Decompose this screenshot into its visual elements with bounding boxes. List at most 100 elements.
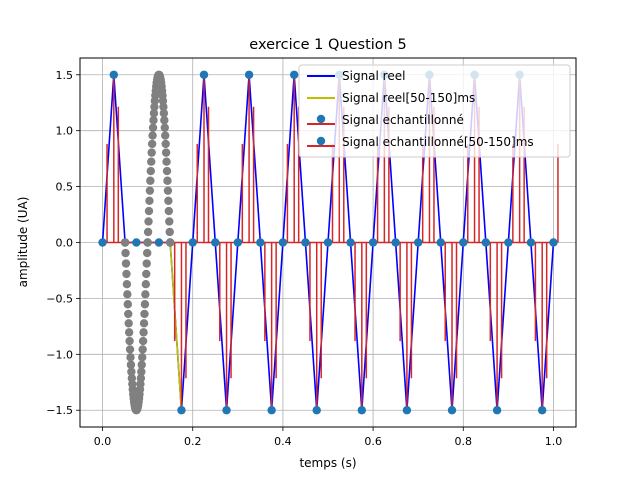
window-stem-marker bbox=[127, 367, 136, 376]
stem-marker bbox=[109, 70, 119, 79]
window-stem-marker bbox=[138, 345, 147, 354]
window-stem-marker bbox=[141, 280, 151, 289]
legend-swatch-marker bbox=[316, 136, 326, 146]
window-stem-marker bbox=[141, 290, 150, 299]
window-stem-marker bbox=[142, 248, 152, 258]
window-stem-marker bbox=[165, 238, 175, 247]
window-stem-marker bbox=[161, 139, 170, 149]
window-stem-marker bbox=[162, 157, 171, 166]
window-stem-marker bbox=[161, 148, 171, 157]
stem-marker bbox=[312, 406, 321, 415]
stem-marker bbox=[256, 238, 265, 247]
stem-marker bbox=[199, 70, 209, 79]
y-tick-label: −0.5 bbox=[46, 292, 73, 305]
stem-marker bbox=[526, 238, 536, 247]
legend-label: Signal reel[50-150]ms bbox=[342, 91, 475, 105]
stem-marker bbox=[346, 238, 355, 247]
x-axis-label: temps (s) bbox=[299, 456, 356, 470]
window-stem-marker bbox=[164, 196, 173, 205]
window-stem-marker bbox=[146, 166, 155, 176]
stem-marker bbox=[436, 238, 445, 247]
window-stem-marker bbox=[124, 328, 134, 337]
stem-marker bbox=[278, 238, 288, 247]
legend-label: Signal reel bbox=[342, 69, 405, 83]
stem-marker bbox=[459, 238, 468, 247]
stem-marker bbox=[177, 406, 186, 415]
y-tick-label: 1.5 bbox=[56, 69, 74, 82]
window-stem-marker bbox=[144, 206, 154, 216]
window-stem-marker bbox=[125, 345, 135, 354]
window-stem-marker bbox=[145, 186, 155, 195]
stem-marker bbox=[289, 70, 299, 79]
legend-label: Signal echantillonné bbox=[342, 113, 464, 127]
window-stem-marker bbox=[146, 176, 155, 185]
stem-marker bbox=[211, 238, 220, 247]
window-stem-marker bbox=[121, 259, 131, 268]
stem-marker bbox=[323, 238, 333, 247]
stem-marker bbox=[233, 238, 243, 247]
y-tick-label: 0.0 bbox=[56, 237, 74, 250]
x-tick-label: 0.0 bbox=[94, 435, 112, 448]
stem-marker bbox=[402, 406, 412, 415]
window-stem-marker bbox=[125, 336, 134, 346]
window-stem-marker bbox=[123, 300, 132, 309]
window-stem-marker bbox=[143, 238, 152, 247]
window-stem-marker bbox=[148, 131, 157, 140]
window-stem-marker bbox=[165, 227, 174, 237]
y-tick-label: −1.0 bbox=[46, 348, 73, 361]
stem-marker bbox=[357, 406, 367, 415]
window-stem-marker bbox=[149, 116, 158, 125]
window-stem-marker bbox=[147, 148, 156, 157]
window-stem-marker bbox=[145, 196, 154, 205]
window-stem-marker bbox=[159, 102, 168, 112]
window-stem-marker bbox=[160, 123, 169, 132]
x-tick-label: 0.2 bbox=[184, 435, 202, 448]
window-stem-marker bbox=[148, 123, 158, 132]
window-stem-marker bbox=[140, 309, 149, 319]
legend-swatch-marker bbox=[316, 114, 326, 124]
window-stem-marker bbox=[149, 109, 159, 118]
window-stem-marker bbox=[124, 309, 133, 319]
stem-marker bbox=[188, 238, 197, 247]
x-tick-label: 1.0 bbox=[545, 435, 563, 448]
stem-marker bbox=[481, 238, 491, 247]
window-stem-marker bbox=[138, 336, 148, 346]
legend-box bbox=[298, 64, 571, 158]
window-stem-marker bbox=[136, 373, 146, 383]
stem-marker bbox=[537, 406, 547, 415]
y-tick-label: 0.5 bbox=[56, 181, 74, 194]
window-stem-marker bbox=[137, 360, 146, 369]
window-stem-marker bbox=[165, 217, 174, 226]
window-stem-marker bbox=[143, 227, 153, 237]
stem-marker bbox=[98, 238, 107, 247]
window-stem-marker bbox=[123, 290, 132, 299]
x-tick-label: 0.8 bbox=[455, 435, 473, 448]
window-stem-marker bbox=[121, 248, 130, 258]
window-stem-marker bbox=[122, 269, 131, 279]
x-tick-label: 0.6 bbox=[364, 435, 382, 448]
legend-label: Signal echantillonné[50-150]ms bbox=[342, 135, 534, 149]
stem-marker bbox=[301, 238, 310, 247]
window-stem-marker bbox=[126, 353, 135, 362]
window-stem-marker bbox=[163, 176, 172, 185]
legend: Signal reel Signal reel[50-150]ms Signal e… bbox=[298, 64, 571, 158]
stem-marker bbox=[504, 238, 513, 247]
window-stem-marker bbox=[138, 353, 147, 362]
stem-marker bbox=[368, 238, 378, 247]
stem-marker bbox=[413, 238, 423, 247]
y-tick-label: −1.5 bbox=[46, 404, 73, 417]
window-stem-marker bbox=[140, 300, 150, 309]
window-stem-marker bbox=[139, 328, 148, 337]
window-stem-marker bbox=[164, 206, 174, 216]
y-axis-label: amplitude (UA) bbox=[16, 197, 30, 288]
window-stem-marker bbox=[142, 269, 151, 279]
window-stem-marker bbox=[120, 238, 130, 247]
window-stem-marker bbox=[161, 131, 170, 140]
window-stem-marker bbox=[144, 217, 153, 226]
window-stem-marker bbox=[147, 139, 157, 149]
window-stem-marker bbox=[162, 166, 172, 176]
window-stem-marker bbox=[126, 360, 136, 369]
y-axis: −1.5 −1.0 −0.5 0.0 0.5 1.0 1.5 bbox=[46, 69, 80, 417]
